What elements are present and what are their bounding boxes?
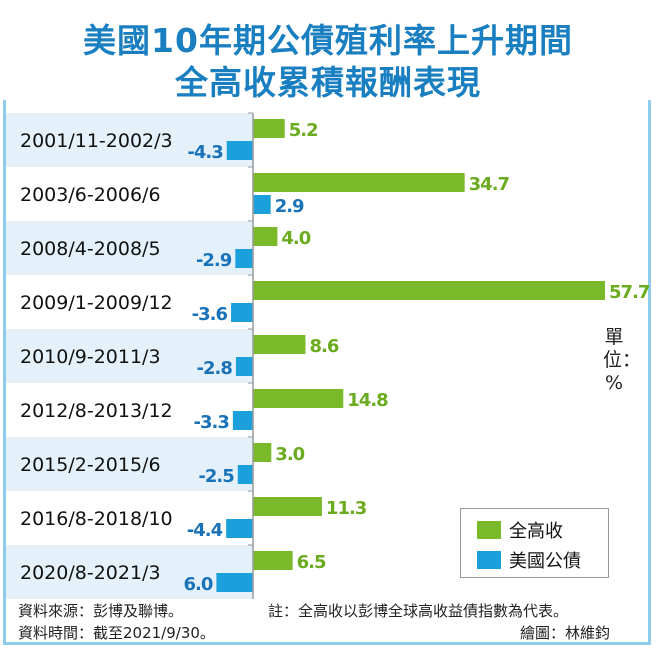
category-label: 2001/11-2002/3 bbox=[20, 130, 173, 152]
bar-treasury bbox=[235, 249, 253, 268]
category-label: 2003/6-2006/6 bbox=[20, 184, 161, 206]
bar-high-yield bbox=[253, 335, 306, 354]
data-label-treasury: -3.3 bbox=[194, 412, 230, 433]
category-label: 2012/8-2013/12 bbox=[20, 400, 173, 422]
row-band bbox=[6, 545, 253, 599]
data-label-treasury: -4.4 bbox=[187, 520, 223, 541]
bar-treasury bbox=[216, 573, 253, 592]
legend-item-treasury: 美國公債 bbox=[477, 547, 581, 573]
chart-title-line-2: 全高收累積報酬表現 bbox=[175, 63, 481, 102]
legend-label: 美國公債 bbox=[509, 551, 581, 572]
category-label: 2008/4-2008/5 bbox=[20, 238, 161, 260]
data-label-high-yield: 57.7 bbox=[609, 282, 650, 303]
data-label-high-yield: 5.2 bbox=[289, 120, 318, 141]
row-band bbox=[6, 329, 253, 383]
category-label: 2015/2-2015/6 bbox=[20, 454, 161, 476]
unit-label: 單位：% bbox=[603, 326, 642, 394]
credit: 繪圖：林維鈞 bbox=[520, 624, 611, 642]
data-label-treasury: 6.0 bbox=[184, 574, 213, 595]
legend-swatch-green bbox=[477, 521, 501, 539]
bar-treasury bbox=[253, 195, 271, 214]
data-label-treasury: 2.9 bbox=[275, 196, 304, 217]
bar-high-yield bbox=[253, 389, 344, 408]
chart-frame bbox=[3, 100, 651, 645]
bar-high-yield bbox=[253, 173, 465, 192]
bar-high-yield bbox=[253, 497, 322, 516]
data-label-treasury: -2.5 bbox=[198, 466, 234, 487]
bar-high-yield bbox=[253, 443, 272, 462]
bar-treasury bbox=[232, 411, 253, 430]
bar-treasury bbox=[237, 465, 253, 484]
date-note: 資料時間：截至2021/9/30。 bbox=[18, 624, 215, 642]
category-label: 2016/8-2018/10 bbox=[20, 508, 173, 530]
category-label: 2010/9-2011/3 bbox=[20, 346, 161, 368]
footnote: 註：全高收以彭博全球高收益債指數為代表。 bbox=[268, 602, 569, 620]
data-label-high-yield: 6.5 bbox=[297, 552, 326, 573]
row-band bbox=[6, 437, 253, 491]
legend-item-high-yield: 全高收 bbox=[477, 517, 563, 543]
data-label-high-yield: 8.6 bbox=[309, 336, 338, 357]
bar-treasury bbox=[226, 141, 253, 160]
legend: 全高收 美國公債 bbox=[460, 508, 609, 578]
source-note: 資料來源：彭博及聯博。 bbox=[18, 602, 184, 620]
data-label-treasury: -2.9 bbox=[196, 250, 232, 271]
bar-high-yield bbox=[253, 227, 278, 246]
row-band bbox=[6, 221, 253, 275]
bar-treasury bbox=[235, 357, 253, 376]
data-label-high-yield: 34.7 bbox=[469, 174, 510, 195]
bar-high-yield bbox=[253, 281, 605, 300]
legend-swatch-blue bbox=[477, 551, 501, 569]
category-label: 2009/1-2009/12 bbox=[20, 292, 173, 314]
bar-treasury bbox=[231, 303, 253, 322]
data-label-treasury: -3.6 bbox=[192, 304, 228, 325]
row-band bbox=[6, 113, 253, 167]
data-label-high-yield: 3.0 bbox=[275, 444, 304, 465]
data-label-treasury: -4.3 bbox=[187, 142, 223, 163]
data-label-high-yield: 14.8 bbox=[347, 390, 388, 411]
legend-label: 全高收 bbox=[509, 521, 563, 542]
bar-high-yield bbox=[253, 119, 285, 138]
data-label-high-yield: 4.0 bbox=[281, 228, 310, 249]
data-label-high-yield: 11.3 bbox=[326, 498, 367, 519]
data-label-treasury: -2.8 bbox=[197, 358, 233, 379]
bar-treasury bbox=[226, 519, 253, 538]
bar-high-yield bbox=[253, 551, 293, 570]
category-label: 2020/8-2021/3 bbox=[20, 562, 161, 584]
chart-title-line-1: 美國10年期公債殖利率上升期間 bbox=[83, 21, 573, 60]
